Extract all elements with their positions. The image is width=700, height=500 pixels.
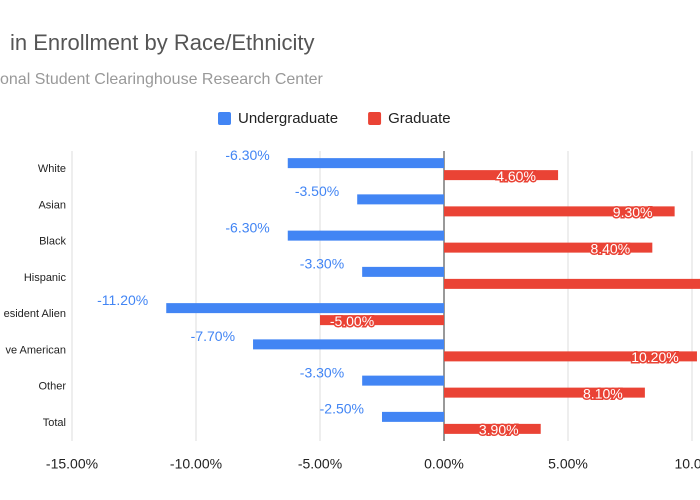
chart-title: in Enrollment by Race/Ethnicity bbox=[10, 30, 314, 55]
legend-swatch bbox=[218, 112, 231, 125]
data-label: 10.20% bbox=[631, 349, 678, 365]
x-tick-label: -15.00% bbox=[46, 456, 98, 472]
legend-swatch bbox=[368, 112, 382, 125]
chart-subtitle: onal Student Clearinghouse Research Cent… bbox=[0, 71, 324, 88]
y-tick-label: White bbox=[38, 163, 66, 175]
bar bbox=[287, 158, 444, 169]
bar bbox=[444, 278, 700, 289]
data-label: -3.50% bbox=[295, 183, 339, 199]
data-label: -11.20% bbox=[97, 292, 148, 308]
bar bbox=[320, 315, 444, 326]
data-label: 3.90% bbox=[479, 422, 519, 438]
data-label: -2.50% bbox=[320, 401, 364, 417]
y-tick-label: Hispanic bbox=[24, 272, 67, 284]
data-label: -7.70% bbox=[191, 328, 235, 344]
bar bbox=[444, 351, 697, 362]
x-tick-label: 5.00% bbox=[548, 456, 588, 472]
data-label: -3.30% bbox=[300, 256, 344, 272]
y-tick-label: Black bbox=[39, 236, 66, 248]
data-label: -3.30% bbox=[300, 364, 344, 380]
data-label: -5.00% bbox=[330, 313, 374, 329]
x-tick-label: -10.00% bbox=[170, 456, 222, 472]
bar bbox=[362, 266, 444, 277]
bar bbox=[444, 170, 559, 181]
data-label: 9.30% bbox=[613, 204, 653, 220]
bar bbox=[287, 230, 444, 241]
bar bbox=[444, 206, 675, 217]
x-tick-label: 10.00 bbox=[674, 456, 700, 472]
x-tick-label: 0.00% bbox=[424, 456, 464, 472]
data-label: -6.30% bbox=[225, 219, 269, 235]
data-label: 4.60% bbox=[496, 168, 536, 184]
bar bbox=[382, 411, 444, 422]
bar bbox=[166, 303, 445, 314]
y-tick-label: esident Alien bbox=[4, 308, 66, 320]
bar bbox=[444, 387, 645, 398]
data-label: 8.40% bbox=[590, 240, 630, 256]
legend-label: Graduate bbox=[388, 110, 451, 127]
bar bbox=[444, 242, 653, 253]
y-tick-label: Total bbox=[43, 417, 66, 429]
x-tick-label: -5.00% bbox=[298, 456, 342, 472]
data-label: 8.10% bbox=[583, 385, 623, 401]
bar bbox=[444, 423, 541, 434]
y-tick-label: ve American bbox=[5, 344, 66, 356]
y-tick-label: Asian bbox=[38, 199, 66, 211]
bar bbox=[362, 375, 444, 386]
legend-label: Undergraduate bbox=[238, 110, 338, 127]
data-label: -6.30% bbox=[225, 147, 269, 163]
bar bbox=[357, 194, 444, 205]
bar bbox=[253, 339, 444, 350]
y-tick-label: Other bbox=[38, 381, 66, 393]
